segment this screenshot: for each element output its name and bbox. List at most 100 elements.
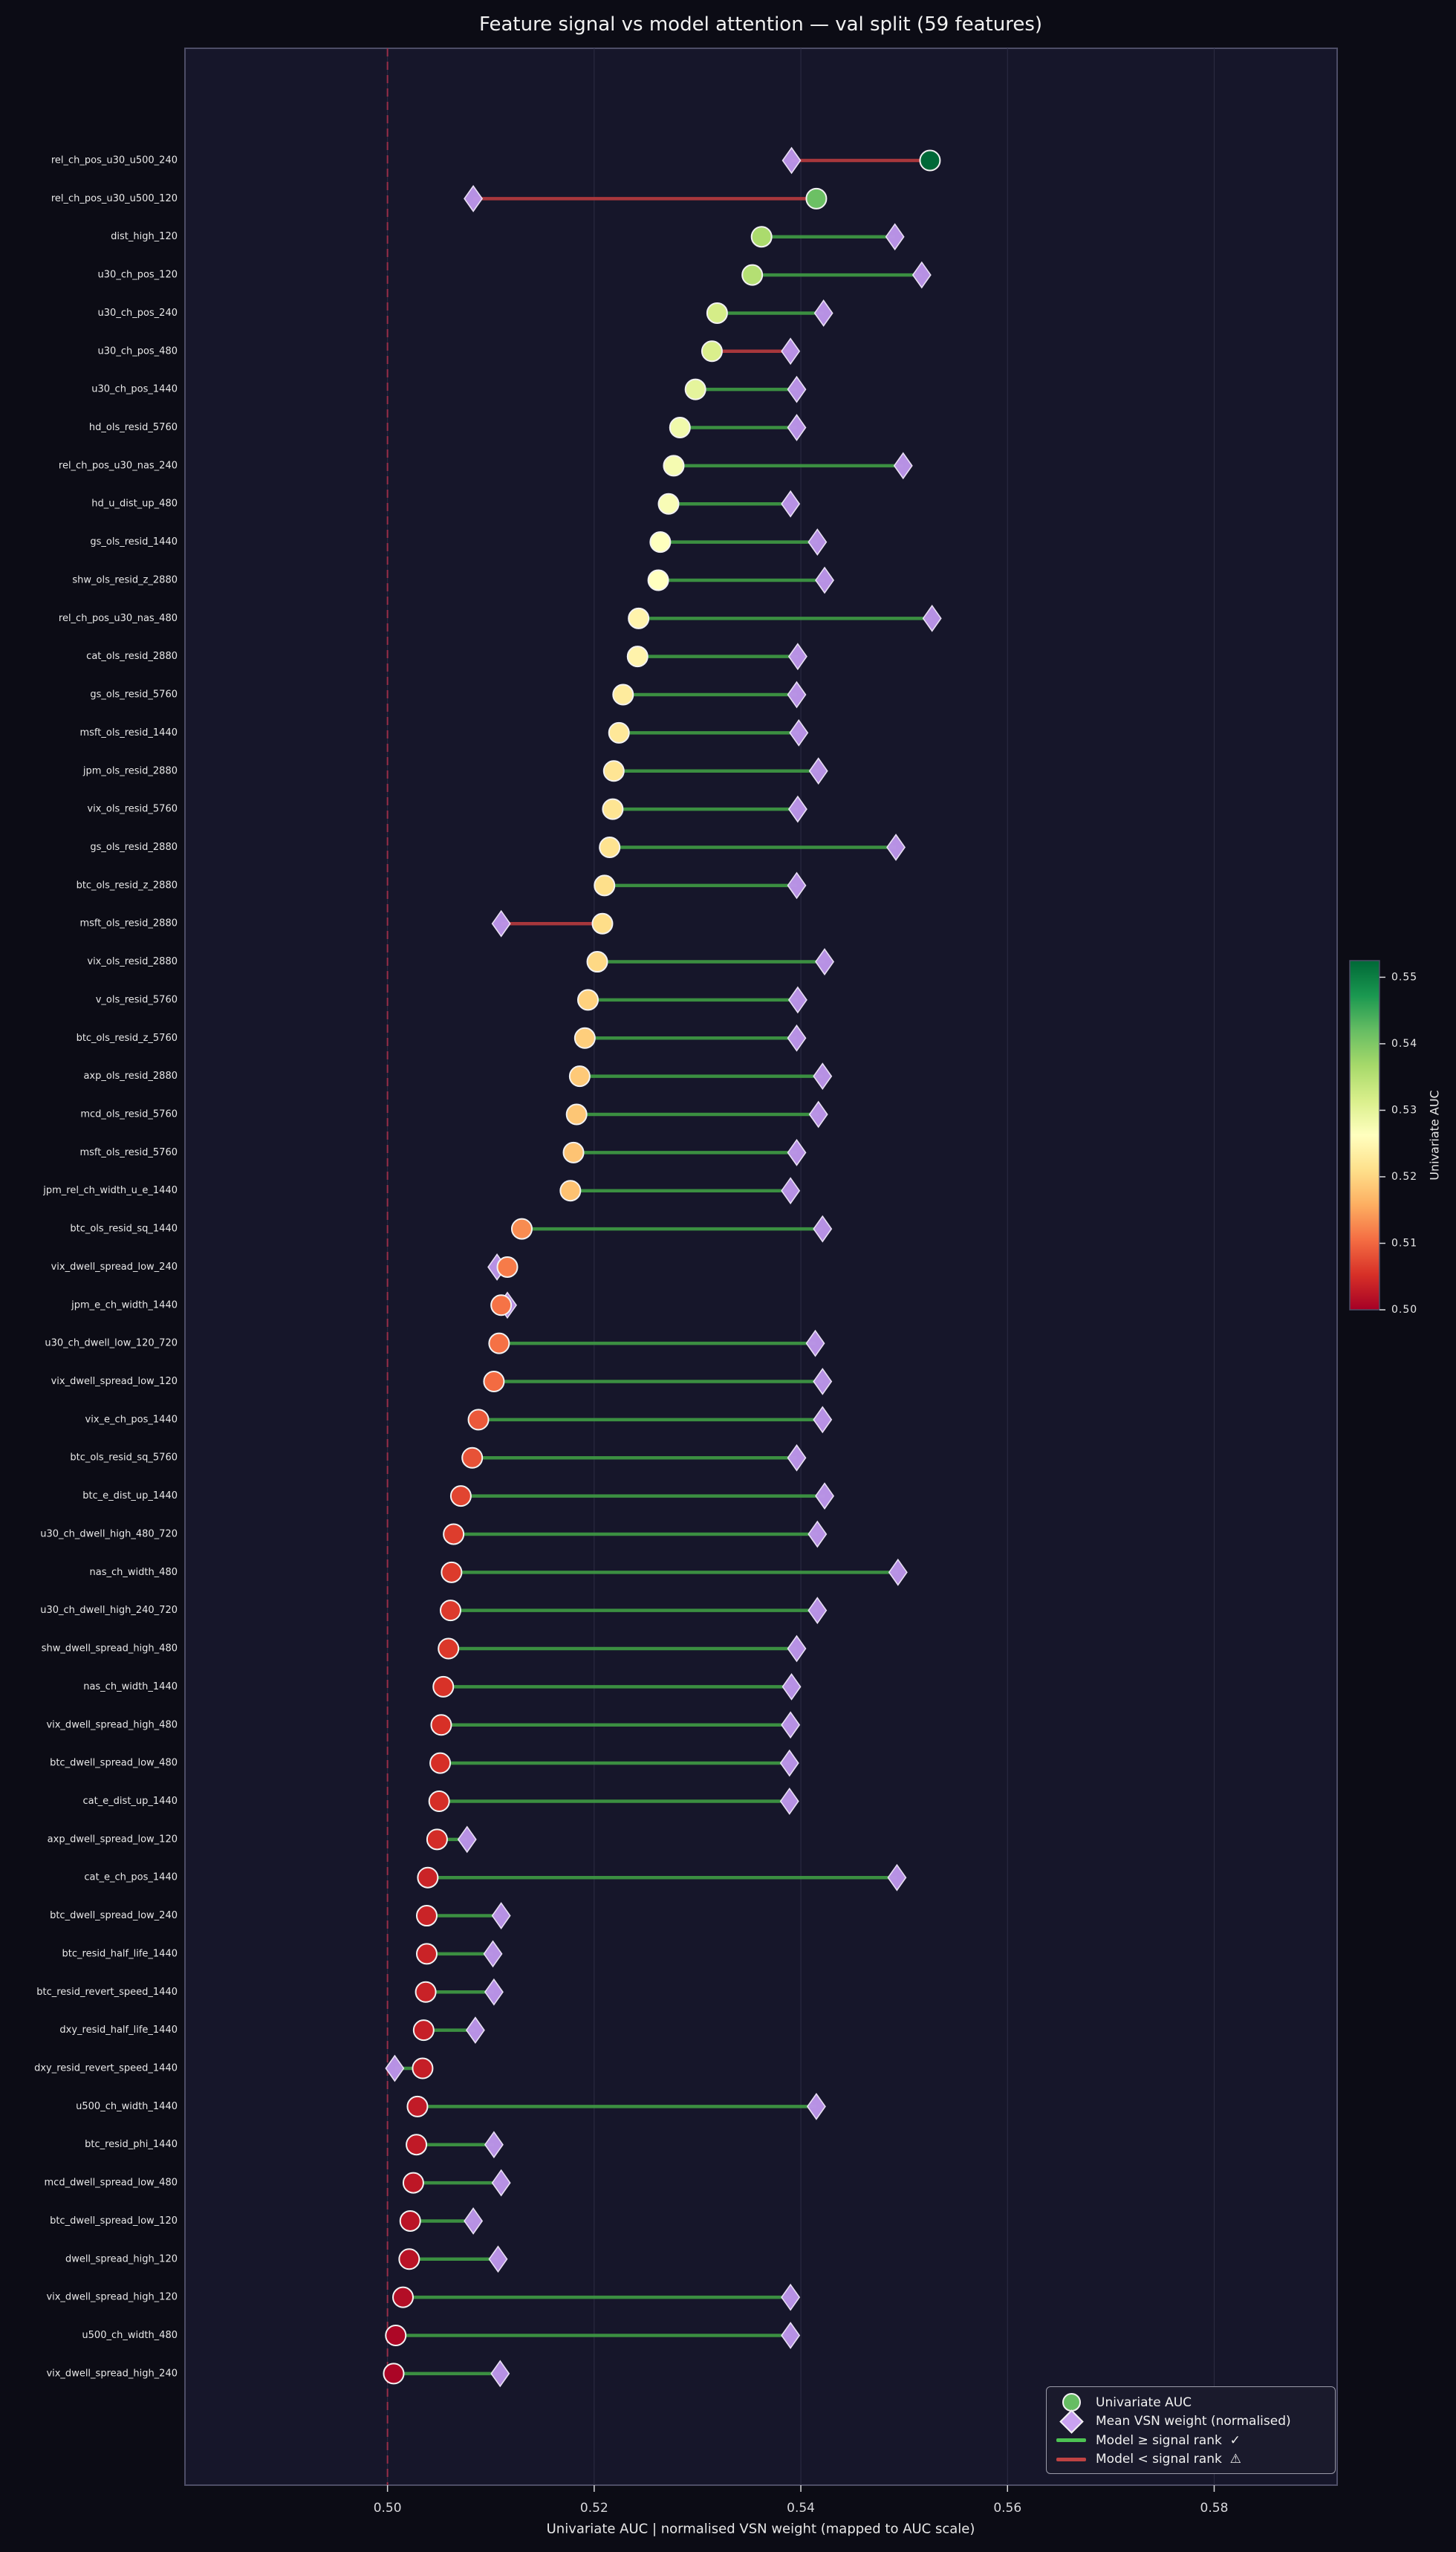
- dumbbell-row: [429, 1749, 799, 1777]
- y-tick-label: u30_ch_dwell_low_120_720: [45, 1338, 178, 1349]
- auc-circle: [399, 2210, 421, 2232]
- legend-item-model-ge-signal: Model ≥ signal rank ✓: [1047, 2431, 1335, 2450]
- vsn-diamond: [887, 1863, 907, 1892]
- y-tick-label: rel_ch_pos_u30_u500_240: [51, 155, 178, 166]
- vsn-diamond: [789, 719, 809, 747]
- y-tick-label: gs_ols_resid_1440: [90, 536, 178, 548]
- x-tick-label: 0.56: [993, 2501, 1021, 2516]
- dumbbell-row: [608, 719, 809, 747]
- dumbbell-row: [602, 757, 828, 785]
- auc-circle: [467, 1409, 490, 1431]
- dumbbell-row: [657, 490, 801, 518]
- y-tick-label: btc_ols_resid_sq_5760: [70, 1452, 178, 1464]
- dumbbell-row: [602, 795, 807, 823]
- auc-circle: [591, 912, 614, 935]
- y-tick-label: hd_ols_resid_5760: [89, 422, 178, 433]
- auc-circle: [706, 302, 728, 324]
- vsn-diamond: [787, 1634, 807, 1663]
- auc-circle: [805, 187, 828, 210]
- vsn-diamond: [886, 834, 906, 861]
- vsn-diamond: [483, 1940, 503, 1968]
- auc-circle: [750, 226, 773, 248]
- vsn-diamond: [815, 948, 835, 975]
- y-tick-label: u30_ch_pos_240: [98, 308, 178, 319]
- dumbbell-row: [510, 1215, 833, 1243]
- x-tick-label: 0.52: [580, 2501, 608, 2516]
- auc-circle: [669, 417, 691, 439]
- vsn-diamond: [787, 375, 807, 403]
- legend-item-model-lt-signal: Model < signal rank ⚠: [1047, 2450, 1335, 2470]
- y-tick-label: u500_ch_width_1440: [76, 2101, 178, 2112]
- vsn-diamond: [893, 452, 913, 480]
- dumbbell-row: [781, 146, 941, 175]
- dumbbell-row: [487, 1253, 519, 1281]
- page-title: Feature signal vs model attention — val …: [478, 13, 1043, 36]
- legend-circle-icon: [1062, 2393, 1081, 2412]
- dumbbell-row: [461, 1444, 807, 1472]
- vsn-diamond: [807, 1597, 828, 1625]
- vsn-diamond: [805, 1329, 825, 1357]
- vsn-diamond: [781, 1673, 802, 1701]
- auc-circle: [461, 1447, 484, 1469]
- vsn-diamond: [464, 2207, 484, 2235]
- legend-item-label: Mean VSN weight (normalised): [1096, 2414, 1291, 2429]
- vsn-diamond: [888, 1558, 908, 1586]
- dumbbell-row: [426, 1825, 477, 1854]
- dumbbell-row: [559, 1177, 801, 1205]
- vsn-diamond: [490, 2360, 510, 2388]
- dumbbell-row: [490, 1291, 517, 1319]
- vsn-diamond: [781, 146, 802, 175]
- auc-circle: [663, 455, 685, 477]
- vsn-diamond: [806, 2092, 826, 2120]
- x-tick-label: 0.50: [374, 2501, 402, 2516]
- auc-circle: [577, 989, 599, 1011]
- auc-circle: [573, 1027, 596, 1049]
- vsn-diamond: [488, 2245, 508, 2273]
- vsn-diamond: [781, 2322, 801, 2349]
- dumbbell-row: [438, 1634, 807, 1663]
- auc-circle: [426, 1828, 448, 1851]
- vsn-diamond: [815, 1482, 835, 1510]
- auc-circle: [602, 760, 625, 782]
- dumbbell-row: [649, 528, 828, 556]
- y-tick-label: shw_ols_resid_z_2880: [72, 574, 178, 585]
- vsn-diamond: [922, 604, 942, 632]
- y-tick-label: msft_ols_resid_1440: [80, 727, 178, 738]
- auc-circle: [496, 1256, 519, 1278]
- colorbar-tick-label: 0.54: [1391, 1038, 1417, 1050]
- y-tick-label: u30_ch_dwell_high_480_720: [40, 1528, 178, 1539]
- vsn-diamond: [781, 337, 801, 366]
- auc-circle: [429, 1752, 452, 1774]
- vsn-diamond: [807, 528, 828, 556]
- auc-circle: [385, 2325, 407, 2347]
- dumbbell-row: [626, 643, 807, 671]
- dumbbell-row: [628, 604, 942, 632]
- vsn-diamond: [457, 1825, 477, 1854]
- y-tick-label: u30_ch_dwell_high_240_720: [40, 1605, 178, 1616]
- y-tick-label: vix_e_ch_pos_1440: [85, 1414, 178, 1425]
- legend-item-label: Univariate AUC: [1096, 2394, 1192, 2410]
- y-tick-label: dwell_spread_high_120: [65, 2253, 178, 2264]
- y-tick-label: gs_ols_resid_2880: [90, 842, 178, 853]
- dumbbell-row: [483, 1368, 833, 1395]
- auc-circle: [432, 1675, 455, 1698]
- dumbbell-row: [565, 1100, 828, 1129]
- vsn-diamond: [491, 909, 511, 938]
- auc-circle: [919, 149, 941, 172]
- y-tick-label: dist_high_120: [111, 231, 178, 242]
- y-tick-label: msft_ols_resid_5760: [80, 1147, 178, 1158]
- y-tick-label: rel_ch_pos_u30_nas_240: [59, 460, 178, 471]
- dumbbell-row: [385, 2322, 801, 2349]
- vsn-diamond: [781, 1711, 801, 1739]
- y-tick-label: gs_ols_resid_5760: [90, 689, 178, 701]
- auc-circle: [602, 798, 624, 820]
- vsn-diamond: [465, 2016, 485, 2045]
- vsn-diamond: [911, 261, 932, 289]
- legend-item-label: Model < signal rank ⚠: [1096, 2452, 1241, 2467]
- y-tick-label: nas_ch_width_480: [89, 1567, 178, 1578]
- auc-circle: [441, 1561, 463, 1583]
- dumbbell-row: [464, 184, 828, 212]
- y-tick-label: cat_e_dist_up_1440: [82, 1796, 178, 1807]
- auc-circle: [483, 1371, 505, 1393]
